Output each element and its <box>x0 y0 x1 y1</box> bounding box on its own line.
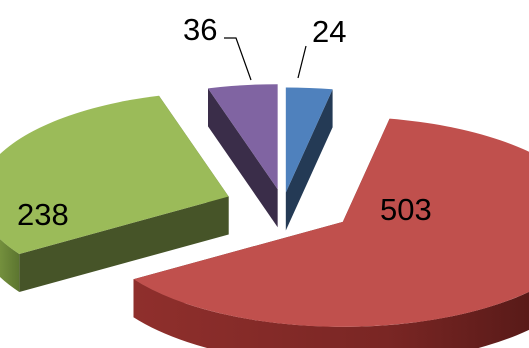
pie-slice-36 <box>207 84 278 228</box>
data-label-503: 503 <box>380 192 432 227</box>
pie-slice-503-top <box>133 118 529 327</box>
leader-line-24 <box>297 45 307 79</box>
pie-slice-503 <box>133 118 529 348</box>
pie-slice-238-side <box>0 238 20 292</box>
pie-slice-24-wall-end <box>285 89 333 231</box>
pie-slice-36-wall-start <box>207 88 278 228</box>
pie-slice-238 <box>0 95 229 292</box>
pie-slice-24-top <box>285 87 333 193</box>
data-label-238: 238 <box>17 197 69 232</box>
pie-slice-238-top <box>0 95 229 254</box>
pie-slice-238-wall-start <box>19 196 229 292</box>
data-label-24: 24 <box>312 14 346 49</box>
data-label-36: 36 <box>183 12 217 47</box>
pie-slice-24 <box>285 87 333 231</box>
leader-line-36 <box>224 37 252 81</box>
pie-slice-36-top <box>207 84 278 190</box>
pie-slice-503-side <box>133 279 529 348</box>
